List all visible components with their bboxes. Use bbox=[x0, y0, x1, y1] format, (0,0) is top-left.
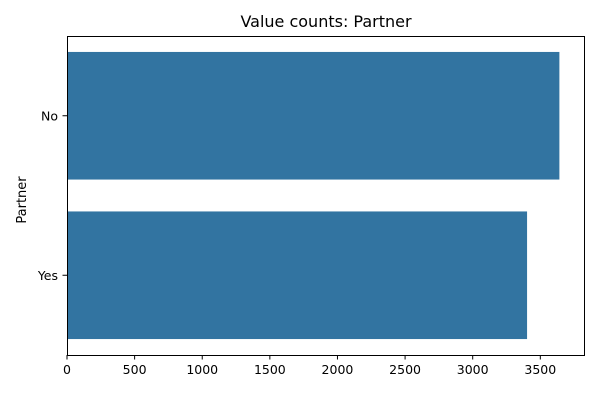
x-tick-label-1500: 1500 bbox=[254, 362, 286, 377]
x-tick-label-3500: 3500 bbox=[524, 362, 556, 377]
bar-yes bbox=[67, 211, 528, 340]
plot-frame bbox=[67, 36, 585, 356]
x-tick-label-2500: 2500 bbox=[389, 362, 421, 377]
y-axis-ticks: No Yes bbox=[37, 108, 67, 283]
x-tick-label-1000: 1000 bbox=[186, 362, 218, 377]
y-axis-label: Partner bbox=[15, 176, 30, 224]
chart-title: Value counts: Partner bbox=[240, 12, 412, 31]
x-tick-label-2000: 2000 bbox=[322, 362, 354, 377]
x-tick-label-500: 500 bbox=[123, 362, 147, 377]
x-axis-ticks: 0 500 1000 1500 2000 2500 3000 3500 bbox=[63, 355, 556, 377]
bar-no bbox=[67, 51, 560, 180]
bars-group bbox=[67, 51, 560, 340]
x-tick-label-3000: 3000 bbox=[457, 362, 489, 377]
x-tick-label-0: 0 bbox=[63, 362, 71, 377]
y-tick-label-no: No bbox=[41, 108, 58, 123]
y-tick-label-yes: Yes bbox=[37, 268, 58, 283]
